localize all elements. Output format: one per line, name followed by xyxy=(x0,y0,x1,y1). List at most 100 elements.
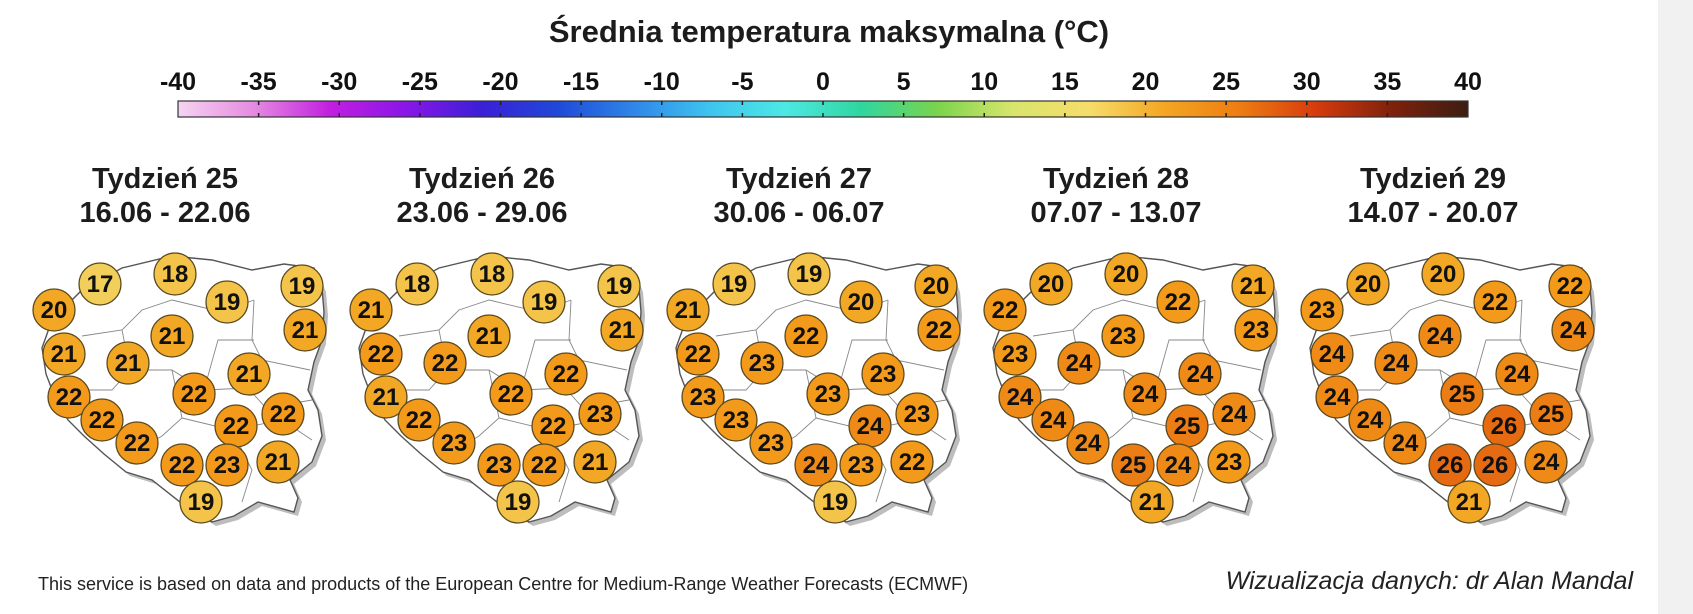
temperature-circle xyxy=(227,352,271,396)
temperature-value: 22 xyxy=(540,413,567,440)
temperature-circle xyxy=(666,288,710,332)
temperature-marker: 21 xyxy=(349,288,393,332)
temperature-marker: 22 xyxy=(1156,280,1200,324)
temperature-circle xyxy=(153,252,197,296)
temperature-marker: 17 xyxy=(78,262,122,306)
temperature-circle xyxy=(1207,440,1251,484)
region-border xyxy=(203,339,254,391)
temperature-circle xyxy=(1310,332,1354,376)
temperature-marker: 21 xyxy=(666,288,710,332)
temperature-value: 24 xyxy=(1066,350,1093,377)
temperature-value: 24 xyxy=(1132,381,1159,408)
temperature-circle xyxy=(917,308,961,352)
region-border xyxy=(568,299,628,371)
legend-tick-label: -35 xyxy=(241,68,277,96)
temperature-value: 24 xyxy=(1560,317,1587,344)
temperature-value: 26 xyxy=(1482,452,1509,479)
temperature-value: 22 xyxy=(1482,289,1509,316)
temperature-circle xyxy=(47,375,91,419)
temperature-value: 26 xyxy=(1437,452,1464,479)
temperature-marker: 22 xyxy=(544,352,588,396)
week-title: Tydzień 25 xyxy=(91,163,239,195)
temperature-marker: 19 xyxy=(597,264,641,308)
temperature-value: 23 xyxy=(1243,317,1270,344)
temperature-value: 18 xyxy=(479,261,506,288)
temperature-circle xyxy=(1029,262,1073,306)
temperature-marker: 23 xyxy=(1234,308,1278,352)
temperature-circle xyxy=(1383,421,1427,465)
temperature-value: 24 xyxy=(1383,350,1410,377)
temperature-circle xyxy=(1178,352,1222,396)
week-dates: 30.06 - 06.07 xyxy=(713,197,885,229)
temperature-marker: 21 xyxy=(150,314,194,358)
temperature-circle xyxy=(806,372,850,416)
temperature-circle xyxy=(522,280,566,324)
temperature-value: 23 xyxy=(441,430,468,457)
temperature-circle xyxy=(179,480,223,524)
temperature-value: 20 xyxy=(1355,271,1382,298)
legend-tick-label: 10 xyxy=(970,68,998,96)
temperature-marker: 25 xyxy=(1165,404,1209,448)
temperature-value: 19 xyxy=(606,273,633,300)
temperature-marker: 24 xyxy=(1315,375,1359,419)
temperature-marker: 22 xyxy=(1473,280,1517,324)
temperature-circle xyxy=(172,372,216,416)
temperature-value: 23 xyxy=(1110,323,1137,350)
temperature-value: 20 xyxy=(1430,261,1457,288)
temperature-circle xyxy=(1473,280,1517,324)
temperature-value: 21 xyxy=(159,323,186,350)
temperature-circle xyxy=(573,440,617,484)
temperature-marker: 22 xyxy=(80,398,124,442)
temperature-circle xyxy=(80,398,124,442)
temperature-marker: 23 xyxy=(740,341,784,385)
temperature-marker: 22 xyxy=(115,421,159,465)
temperature-marker: 24 xyxy=(1524,440,1568,484)
temperature-circle xyxy=(1428,443,1472,487)
temperature-circle xyxy=(1123,372,1167,416)
temperature-marker: 24 xyxy=(1178,352,1222,396)
temperature-circle xyxy=(1234,308,1278,352)
temperature-value: 19 xyxy=(214,289,241,316)
temperature-marker: 23 xyxy=(895,392,939,436)
temperature-circle xyxy=(467,314,511,358)
temperature-value: 22 xyxy=(56,384,83,411)
temperature-circle xyxy=(1057,341,1101,385)
temperature-marker: 21 xyxy=(227,352,271,396)
temperature-circle xyxy=(423,341,467,385)
temperature-marker: 24 xyxy=(848,404,892,448)
temperature-marker: 23 xyxy=(1101,314,1145,358)
temperature-marker: 23 xyxy=(839,443,883,487)
temperature-circle xyxy=(106,341,150,385)
temperature-marker: 24 xyxy=(1495,352,1539,396)
temperature-value: 25 xyxy=(1538,401,1565,428)
temperature-marker: 20 xyxy=(914,264,958,308)
temperature-circle xyxy=(749,421,793,465)
temperature-circle xyxy=(1111,443,1155,487)
temperature-value: 25 xyxy=(1120,452,1147,479)
temperature-marker: 24 xyxy=(1031,398,1075,442)
temperature-value: 23 xyxy=(749,350,776,377)
temperature-marker: 20 xyxy=(1346,262,1390,306)
temperature-marker: 23 xyxy=(806,372,850,416)
temperature-marker: 24 xyxy=(1066,421,1110,465)
scrollbar-track[interactable] xyxy=(1658,0,1693,614)
temperature-value: 19 xyxy=(796,261,823,288)
temperature-circle xyxy=(998,375,1042,419)
temperature-circle xyxy=(1231,264,1275,308)
temperature-circle xyxy=(1524,440,1568,484)
temperature-marker: 21 xyxy=(106,341,150,385)
temperature-value: 24 xyxy=(1007,384,1034,411)
temperature-value: 25 xyxy=(1174,413,1201,440)
temperature-marker: 22 xyxy=(784,314,828,358)
temperature-marker: 22 xyxy=(214,404,258,448)
temperature-marker: 20 xyxy=(839,280,883,324)
legend-tick-label: -15 xyxy=(563,68,599,96)
temperature-value: 22 xyxy=(406,407,433,434)
week-title: Tydzień 26 xyxy=(408,163,556,195)
temperature-circle xyxy=(1418,314,1462,358)
temperature-value: 24 xyxy=(1165,452,1192,479)
temperature-value: 24 xyxy=(1221,401,1248,428)
temperature-value: 19 xyxy=(289,273,316,300)
temperature-value: 20 xyxy=(923,273,950,300)
temperature-value: 19 xyxy=(721,271,748,298)
